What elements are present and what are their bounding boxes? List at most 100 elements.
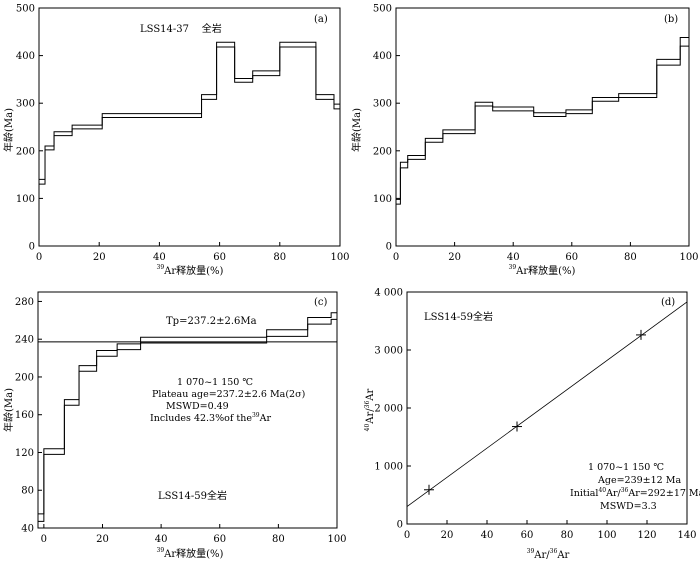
panel-b-xlabel-text: Ar释放量(%) [515, 264, 575, 277]
pa-upper-envelope [39, 41, 340, 180]
pa-step-0 [39, 179, 45, 184]
panel-d-xlabel-end: Ar [556, 550, 569, 561]
pc-ytick-label-5: 240 [15, 335, 34, 346]
panel-d-ticks: 0 20 40 60 80 100 120 140 0 1 000 2 000 3 000 4 000 [374, 288, 696, 542]
pa-xtick-label-5: 100 [330, 252, 349, 263]
panel-a: 0 20 40 60 80 100 0 100 200 300 400 500 (a) LSS14-3… [2, 4, 350, 278]
pd-xtick-label-1: 20 [441, 530, 454, 541]
panel-d-ylabel-sup40: 40 [364, 424, 371, 432]
panel-a-xlabel: 39Ar释放量(%) [157, 264, 224, 277]
panel-c-note-temperature: 1 070~1 150 ℃ [177, 377, 253, 388]
pc-ytick-label-2: 120 [15, 448, 34, 459]
panel-d-ylabel: 40Ar/36Ar [364, 388, 376, 431]
panel-c-frame [37, 291, 338, 529]
panel-c-note-mswd: MSWD=0.49 [166, 401, 229, 412]
pc-step-3 [79, 366, 97, 372]
pa-step-1 [45, 146, 54, 150]
pd-point-0 [424, 484, 434, 495]
pb-step-6 [493, 107, 534, 111]
pb-step-5 [475, 102, 493, 106]
panel-c-xlabel-sup: 39 [157, 547, 165, 554]
pc-step-7 [267, 330, 308, 337]
panel-c-note-includes: Includes 42.3%of the39Ar [150, 412, 271, 424]
pc-xtick-label-3: 60 [213, 534, 226, 545]
pb-step-3 [425, 138, 443, 142]
pb-xtick-label-3: 60 [565, 252, 578, 263]
pa-xtick-label-3: 60 [213, 252, 226, 263]
pc-xtick-label-5: 100 [327, 534, 346, 545]
pd-ytick-label-4: 4 000 [374, 288, 403, 299]
panel-c-xlabel: 39Ar释放量(%) [157, 547, 224, 560]
pd-ytick-label-0: 0 [397, 520, 403, 531]
pc-lower-envelope [38, 318, 337, 522]
pb-lower-envelope [396, 45, 689, 205]
pa-step-2 [54, 132, 72, 136]
pa-step-4 [102, 114, 201, 118]
panel-d-note-ar-value: Ar=292±17 Ma [627, 488, 700, 499]
pa-step-3 [72, 125, 102, 129]
panel-d-xlabel-sup36: 36 [550, 548, 558, 555]
pa-step-11 [334, 104, 340, 109]
panel-c-note-ar: Ar [259, 413, 272, 424]
pc-ytick-label-3: 160 [15, 410, 34, 421]
panel-c-note-includes-text: Includes 42.3%of the [150, 413, 252, 424]
pb-xtick-label-4: 80 [624, 252, 637, 263]
panel-d-ylabel-end: Ar [365, 388, 376, 401]
panel-c-steps [38, 312, 337, 522]
panel-b-tag: (b) [664, 14, 678, 25]
pb-ytick-label-0: 0 [386, 242, 392, 253]
pb-xtick-label-2: 40 [507, 252, 520, 263]
pd-ytick-label-1: 1 000 [374, 462, 403, 473]
pc-step-9 [331, 313, 337, 320]
pc-ytick-label-0: 40 [21, 524, 34, 535]
pb-upper-envelope [396, 37, 689, 200]
pd-fit-line [406, 301, 688, 507]
pc-ytick-label-4: 200 [15, 372, 34, 383]
pb-step-0 [396, 199, 400, 204]
panel-c-ylabel: 年龄(Ma) [2, 388, 15, 432]
panel-d-xlabel: 39Ar/36Ar [527, 548, 570, 561]
pb-step-2 [408, 156, 426, 160]
panel-c-note-sup: 39 [252, 412, 260, 419]
pa-step-7 [235, 78, 253, 82]
pd-xtick-label-0: 0 [404, 530, 410, 541]
panel-a-sample-label: LSS14-37 全岩 [140, 22, 222, 35]
pc-step-4 [97, 351, 118, 357]
pa-step-10 [316, 95, 334, 100]
pd-ytick-label-2: 2 000 [374, 404, 403, 415]
pb-ytick-label-1: 100 [373, 194, 392, 205]
pa-ytick-label-4: 400 [16, 51, 35, 62]
panel-c-ticks: 0 20 40 60 80 100 40 80 120 160 200 240 280 [15, 297, 347, 545]
pa-step-9 [280, 42, 316, 47]
panel-a-xlabel-sup: 39 [157, 264, 165, 271]
pa-xtick-label-0: 0 [36, 252, 42, 263]
pb-xtick-label-0: 0 [393, 252, 399, 263]
pc-step-1 [44, 449, 65, 455]
panel-c-note-plateau: Plateau age=237.2±2.6 Ma(2σ) [152, 389, 305, 400]
panel-a-tag: (a) [314, 14, 328, 25]
pb-step-10 [619, 94, 657, 98]
pc-step-5 [117, 344, 140, 350]
panel-c: 0 20 40 60 80 100 40 80 120 160 200 240 280 (c) Tp=2… [2, 291, 347, 560]
pd-point-2 [636, 329, 646, 340]
pd-xtick-label-2: 40 [481, 530, 494, 541]
panel-b-ticks: 0 20 40 60 80 100 0 100 200 300 400 500 [373, 4, 699, 264]
panel-c-sample-label: LSS14-59全岩 [158, 489, 227, 502]
pb-step-8 [566, 110, 592, 114]
panel-d-ylabel-sup36: 36 [364, 401, 371, 409]
pb-ytick-label-4: 400 [373, 51, 392, 62]
pc-step-2 [64, 400, 79, 406]
panel-d-note-mswd: MSWD=3.3 [600, 501, 657, 512]
pa-ytick-label-1: 100 [16, 194, 35, 205]
pc-xtick-label-2: 40 [155, 534, 168, 545]
pd-xtick-label-7: 140 [677, 530, 696, 541]
pb-step-4 [443, 130, 475, 134]
panel-c-tag: (c) [314, 297, 328, 308]
pb-step-7 [534, 113, 566, 117]
pd-ytick-label-3: 3 000 [374, 346, 403, 357]
pb-step-12 [680, 38, 689, 47]
panel-d-note-sup40: 40 [598, 487, 606, 494]
pb-step-11 [657, 59, 680, 65]
pa-ytick-label-2: 200 [16, 146, 35, 157]
